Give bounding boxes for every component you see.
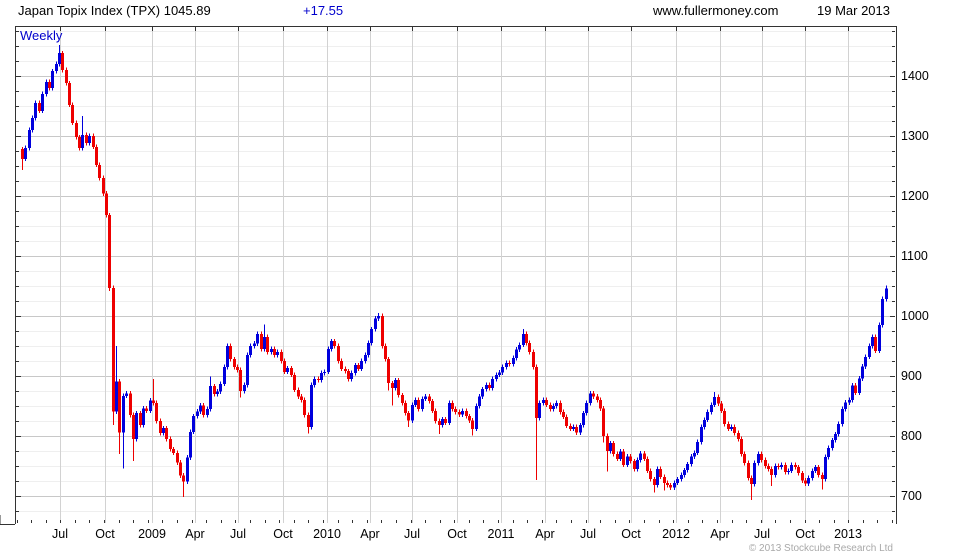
- price-change: +17.55: [303, 3, 344, 18]
- svg-text:1000: 1000: [901, 309, 929, 323]
- svg-text:1200: 1200: [901, 189, 929, 203]
- svg-text:2011: 2011: [488, 527, 515, 541]
- copyright-label: © 2013 Stockcube Research Ltd: [748, 543, 893, 554]
- svg-text:700: 700: [901, 489, 922, 503]
- date-label: 19 Mar 2013: [817, 3, 890, 18]
- y-axis-labels: 1400 1300 1200 1100 1000 900 800 700: [901, 69, 929, 503]
- svg-text:Apr: Apr: [360, 527, 379, 541]
- svg-text:Jul: Jul: [404, 527, 420, 541]
- svg-text:900: 900: [901, 369, 922, 383]
- axis-ticks: [16, 27, 895, 523]
- chart-title: Japan Topix Index (TPX) 1045.89: [18, 3, 211, 18]
- svg-text:2012: 2012: [662, 527, 690, 541]
- svg-text:Apr: Apr: [185, 527, 204, 541]
- website-label: www.fullermoney.com: [653, 3, 779, 18]
- svg-text:Oct: Oct: [447, 527, 467, 541]
- svg-text:2013: 2013: [834, 527, 862, 541]
- svg-text:Oct: Oct: [795, 527, 815, 541]
- x-axis-labels: Jul Oct 2009 Apr Jul Oct 2010 Apr Jul Oct 2011 Apr J…: [52, 527, 862, 541]
- svg-text:Oct: Oct: [95, 527, 115, 541]
- svg-text:Jul: Jul: [754, 527, 770, 541]
- svg-text:1300: 1300: [901, 129, 929, 143]
- svg-text:Apr: Apr: [535, 527, 554, 541]
- svg-text:2009: 2009: [138, 527, 166, 541]
- svg-text:Apr: Apr: [710, 527, 729, 541]
- svg-text:Jul: Jul: [230, 527, 246, 541]
- svg-text:2010: 2010: [313, 527, 341, 541]
- svg-text:800: 800: [901, 429, 922, 443]
- svg-text:Oct: Oct: [273, 527, 293, 541]
- svg-text:1100: 1100: [901, 249, 928, 263]
- plot-border: [0, 26, 897, 525]
- svg-text:Jul: Jul: [52, 527, 68, 541]
- v-gridlines: [60, 27, 849, 523]
- svg-text:Jul: Jul: [580, 527, 596, 541]
- h-gridlines: [16, 31, 895, 512]
- svg-text:Oct: Oct: [621, 527, 641, 541]
- candlestick-series: [21, 44, 888, 501]
- svg-text:1400: 1400: [901, 69, 929, 83]
- frequency-label: Weekly: [20, 28, 63, 43]
